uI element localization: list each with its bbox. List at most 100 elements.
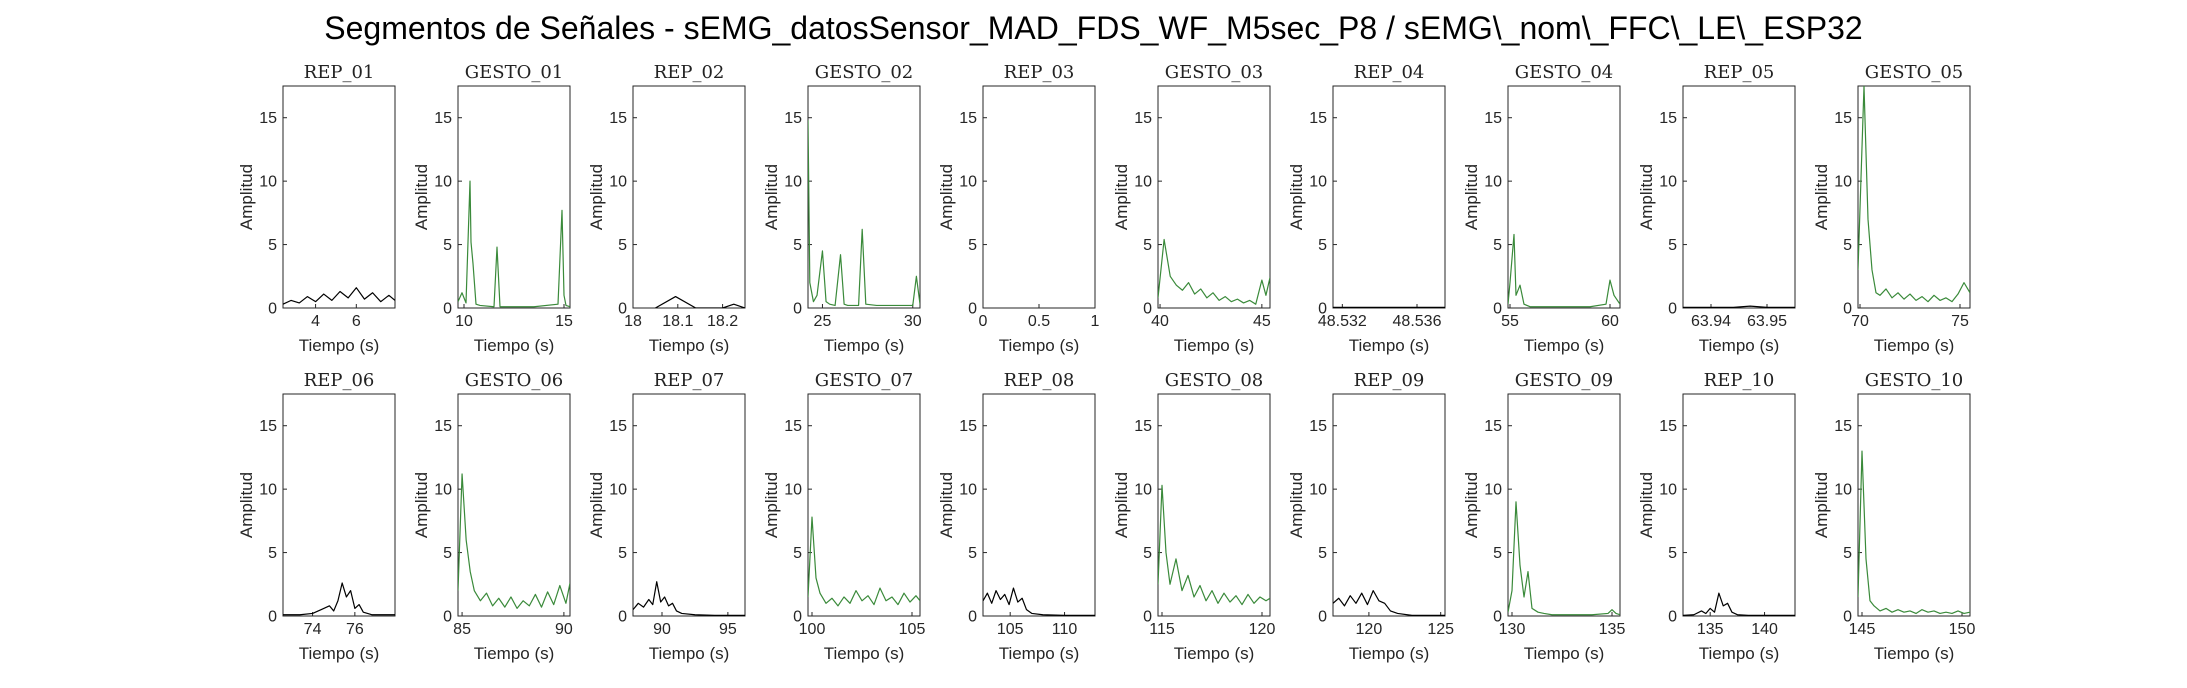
- subplot-rep-07: 0 5 10 15 90 95 REP_07 Tiempo (s) Amplitud: [587, 370, 746, 663]
- x-tick-label: 70: [1851, 313, 1869, 330]
- y-tick-label: 5: [1318, 237, 1327, 254]
- y-tick-label: 15: [434, 110, 452, 127]
- y-tick-label: 10: [434, 482, 452, 499]
- y-tick-label: 0: [268, 609, 277, 626]
- subplot-gesto-06: 0 5 10 15 85 90 GESTO_06 Tiempo (s) Amplitud: [412, 370, 573, 663]
- plot-frame: [1332, 393, 1446, 617]
- y-tick-label: 10: [609, 174, 627, 191]
- series-line: [808, 120, 920, 307]
- y-tick-label: 0: [1843, 609, 1852, 626]
- y-tick-label: 0: [618, 609, 627, 626]
- y-tick-label: 10: [1134, 174, 1152, 191]
- y-tick-label: 10: [259, 482, 277, 499]
- y-tick-label: 15: [1309, 418, 1327, 435]
- subplot-rep-09: 0 5 10 15 120 125 REP_09 Tiempo (s) Amplitud: [1287, 370, 1454, 663]
- y-tick-label: 5: [1668, 237, 1677, 254]
- subplot-title: GESTO_04: [1515, 62, 1614, 83]
- x-tick-label: 63.94: [1691, 313, 1731, 330]
- y-tick-label: 5: [268, 545, 277, 562]
- plot-frame: [1857, 393, 1971, 617]
- series-line: [458, 473, 570, 609]
- y-tick-label: 5: [1668, 545, 1677, 562]
- x-tick-label: 105: [899, 621, 926, 638]
- y-axis-label: Amplitud: [1112, 164, 1131, 230]
- x-axis-label: Tiempo (s): [299, 336, 380, 355]
- x-tick-label: 74: [304, 621, 322, 638]
- plot-frame: [1507, 85, 1621, 309]
- x-tick-label: 30: [904, 313, 922, 330]
- y-tick-label: 10: [609, 482, 627, 499]
- y-axis-label: Amplitud: [762, 472, 781, 538]
- x-tick-label: 135: [1697, 621, 1724, 638]
- y-tick-label: 15: [1834, 418, 1852, 435]
- subplot-gesto-04: 0 5 10 15 55 60 GESTO_04 Tiempo (s) Amplitud: [1462, 62, 1621, 355]
- y-axis-label: Amplitud: [1462, 472, 1481, 538]
- y-tick-label: 5: [793, 237, 802, 254]
- subplot-gesto-01: 0 5 10 15 10 15 GESTO_01 Tiempo (s) Amplitud: [412, 62, 573, 355]
- series-line: [1683, 592, 1795, 616]
- x-axis-label: Tiempo (s): [1699, 336, 1780, 355]
- y-tick-label: 15: [434, 418, 452, 435]
- x-tick-label: 115: [1149, 621, 1175, 638]
- x-axis-label: Tiempo (s): [1874, 336, 1955, 355]
- y-tick-label: 0: [618, 301, 627, 318]
- y-tick-label: 0: [1318, 301, 1327, 318]
- plot-frame: [1507, 393, 1621, 617]
- y-tick-label: 15: [1659, 418, 1677, 435]
- y-axis-label: Amplitud: [1637, 164, 1656, 230]
- subplot-gesto-10: 0 5 10 15 145 150 GESTO_10 Tiempo (s) Amplitud: [1812, 370, 1975, 663]
- y-tick-label: 15: [959, 110, 977, 127]
- y-tick-label: 10: [784, 174, 802, 191]
- y-axis-label: Amplitud: [937, 472, 956, 538]
- subplot-gesto-02: 0 5 10 15 25 30 GESTO_02 Tiempo (s) Amplitud: [762, 62, 922, 355]
- plot-frame: [982, 85, 1096, 309]
- y-tick-label: 5: [618, 237, 627, 254]
- x-tick-label: 95: [719, 621, 737, 638]
- y-tick-label: 0: [1143, 609, 1152, 626]
- plot-frame: [1857, 85, 1971, 309]
- subplot-title: REP_06: [304, 370, 375, 391]
- x-axis-label: Tiempo (s): [1874, 644, 1955, 663]
- y-axis-label: Amplitud: [412, 164, 431, 230]
- y-tick-label: 15: [1659, 110, 1677, 127]
- plot-frame: [457, 85, 571, 309]
- x-axis-label: Tiempo (s): [474, 644, 555, 663]
- subplot-title: GESTO_05: [1865, 62, 1964, 83]
- y-axis-label: Amplitud: [1812, 472, 1831, 538]
- y-tick-label: 10: [1834, 482, 1852, 499]
- y-tick-label: 10: [1484, 174, 1502, 191]
- series-line: [1858, 86, 1970, 303]
- x-tick-label: 45: [1253, 313, 1271, 330]
- series-line: [1858, 450, 1970, 615]
- y-tick-label: 5: [1843, 237, 1852, 254]
- x-axis-label: Tiempo (s): [1349, 644, 1430, 663]
- y-tick-label: 5: [1493, 545, 1502, 562]
- y-tick-label: 10: [1659, 174, 1677, 191]
- series-line: [1158, 238, 1270, 305]
- series-line: [283, 287, 395, 305]
- subplot-title: REP_10: [1704, 370, 1775, 391]
- y-axis-label: Amplitud: [237, 164, 256, 230]
- series-line: [458, 180, 570, 308]
- plot-frame: [1682, 85, 1796, 309]
- x-axis-label: Tiempo (s): [999, 644, 1080, 663]
- x-tick-label: 18.1: [662, 313, 693, 330]
- y-tick-label: 0: [443, 609, 452, 626]
- y-tick-label: 10: [959, 174, 977, 191]
- x-tick-label: 48.536: [1393, 313, 1442, 330]
- subplot-rep-04: 0 5 10 15 48.532 48.536 REP_04 Tiempo (s) Amplit…: [1287, 62, 1446, 355]
- subplot-title: GESTO_02: [815, 62, 914, 83]
- series-line: [1158, 484, 1270, 606]
- y-tick-label: 0: [968, 609, 977, 626]
- x-tick-label: 60: [1601, 313, 1619, 330]
- x-tick-label: 110: [1052, 621, 1078, 638]
- y-tick-label: 0: [268, 301, 277, 318]
- y-tick-label: 5: [618, 545, 627, 562]
- series-line: [655, 295, 745, 308]
- x-axis-label: Tiempo (s): [1524, 644, 1605, 663]
- x-axis-label: Tiempo (s): [824, 336, 905, 355]
- x-axis-label: Tiempo (s): [1349, 336, 1430, 355]
- plot-frame: [282, 85, 396, 309]
- subplot-title: REP_07: [654, 370, 725, 391]
- y-axis-label: Amplitud: [587, 164, 606, 230]
